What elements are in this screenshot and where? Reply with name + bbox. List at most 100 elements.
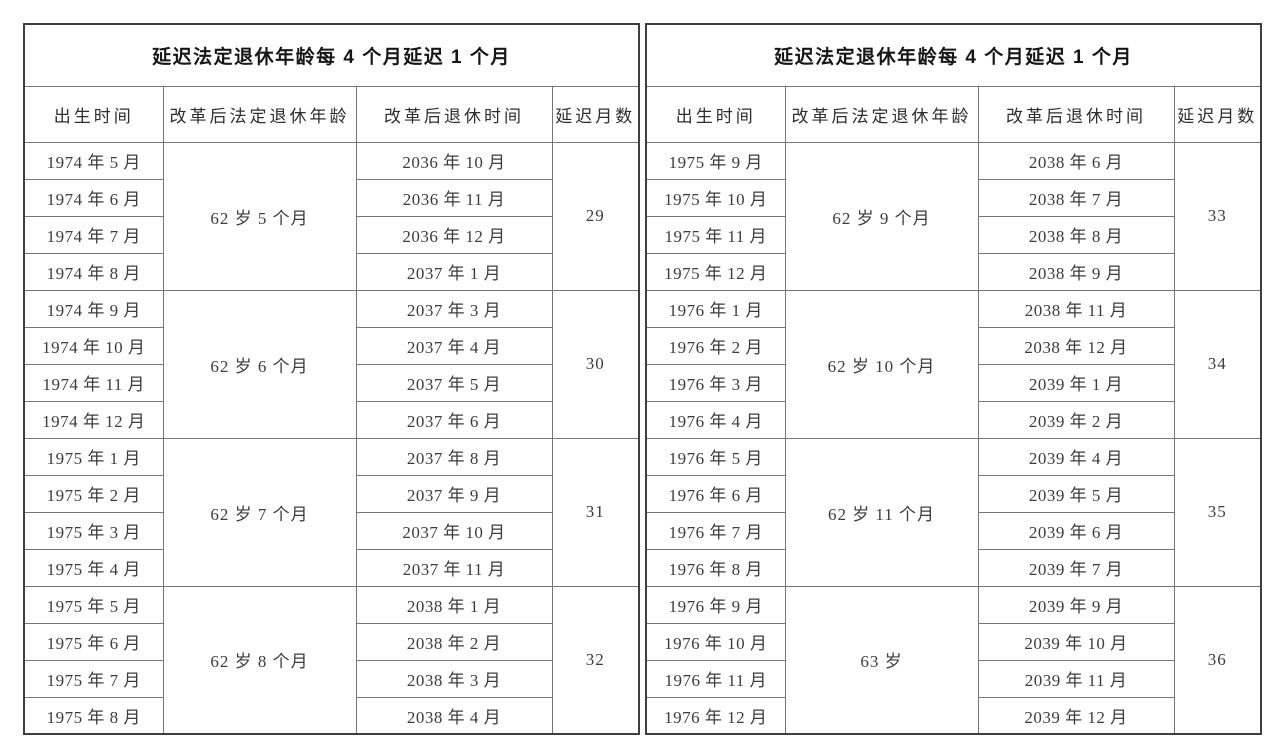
- birth-cell: 1976 年 10 月: [645, 622, 786, 661]
- birth-cell: 1976 年 8 月: [645, 548, 786, 587]
- table-row: 1976 年 12 月 2039 年 12 月: [645, 696, 1261, 735]
- birth-cell: 1976 年 9 月: [645, 585, 786, 624]
- column-header-age: 改革后法定退休年龄: [162, 85, 357, 143]
- delay-months-cell: 33: [1173, 141, 1262, 291]
- birth-cell: 1975 年 12 月: [645, 252, 786, 291]
- retire-cell: 2038 年 1 月: [355, 585, 553, 624]
- table-row: 1976 年 2 月 2038 年 12 月: [645, 326, 1261, 365]
- retire-cell: 2038 年 12 月: [977, 326, 1175, 365]
- table-title: 延迟法定退休年龄每 4 个月延迟 1 个月: [23, 23, 640, 87]
- retire-cell: 2038 年 9 月: [977, 252, 1175, 291]
- table-row: 1976 年 11 月 2039 年 11 月: [645, 659, 1261, 698]
- retire-cell: 2039 年 1 月: [977, 363, 1175, 402]
- retire-cell: 2038 年 8 月: [977, 215, 1175, 254]
- table-row: 1976 年 3 月 2039 年 1 月: [645, 363, 1261, 402]
- birth-cell: 1976 年 7 月: [645, 511, 786, 550]
- birth-cell: 1976 年 6 月: [645, 474, 786, 513]
- retire-cell: 2038 年 3 月: [355, 659, 553, 698]
- table-row: 1975 年 3 月 2037 年 10 月: [23, 511, 639, 550]
- table-row: 1975 年 7 月 2038 年 3 月: [23, 659, 639, 698]
- table-row: 1975 年 4 月 2037 年 11 月: [23, 548, 639, 587]
- retire-cell: 2037 年 5 月: [355, 363, 553, 402]
- retire-cell: 2037 年 9 月: [355, 474, 553, 513]
- delay-months-cell: 29: [551, 141, 640, 291]
- delay-months-cell: 36: [1173, 585, 1262, 735]
- table-row: 1975 年 6 月 2038 年 2 月: [23, 622, 639, 661]
- birth-cell: 1975 年 8 月: [23, 696, 164, 735]
- retire-cell: 2039 年 9 月: [977, 585, 1175, 624]
- birth-cell: 1976 年 12 月: [645, 696, 786, 735]
- table-row: 1975 年 9 月 62 岁 9 个月 2038 年 6 月 33: [645, 141, 1262, 291]
- birth-cell: 1975 年 10 月: [645, 178, 786, 217]
- retirement-tables-page: 延迟法定退休年龄每 4 个月延迟 1 个月 出生时间 改革后法定退休年龄 改革后…: [23, 23, 1262, 735]
- age-cell: 62 岁 10 个月: [784, 289, 979, 439]
- delay-months-cell: 30: [551, 289, 640, 439]
- table-row: 1976 年 9 月 63 岁 2039 年 9 月 36: [645, 585, 1262, 735]
- birth-cell: 1975 年 7 月: [23, 659, 164, 698]
- retirement-table-left: 延迟法定退休年龄每 4 个月延迟 1 个月 出生时间 改革后法定退休年龄 改革后…: [23, 23, 640, 735]
- table-title-row: 延迟法定退休年龄每 4 个月延迟 1 个月: [645, 23, 1262, 87]
- retire-cell: 2039 年 5 月: [977, 474, 1175, 513]
- retire-cell: 2037 年 8 月: [355, 437, 553, 476]
- birth-cell: 1974 年 12 月: [23, 400, 164, 439]
- table-row: 1976 年 10 月 2039 年 10 月: [645, 622, 1261, 661]
- table-title: 延迟法定退休年龄每 4 个月延迟 1 个月: [645, 23, 1262, 87]
- table-row: 1976 年 7 月 2039 年 6 月: [645, 511, 1261, 550]
- retire-cell: 2038 年 6 月: [977, 141, 1175, 180]
- delay-months-cell: 34: [1173, 289, 1262, 439]
- table-row: 1975 年 11 月 2038 年 8 月: [645, 215, 1261, 254]
- table-row: 1974 年 7 月 2036 年 12 月: [23, 215, 639, 254]
- birth-cell: 1974 年 11 月: [23, 363, 164, 402]
- column-header-age: 改革后法定退休年龄: [784, 85, 979, 143]
- column-header-retire: 改革后退休时间: [355, 85, 553, 143]
- age-cell: 62 岁 6 个月: [162, 289, 357, 439]
- column-header-delay: 延迟月数: [551, 85, 640, 143]
- retire-cell: 2036 年 11 月: [355, 178, 553, 217]
- retire-cell: 2037 年 6 月: [355, 400, 553, 439]
- birth-cell: 1975 年 9 月: [645, 141, 786, 180]
- birth-cell: 1976 年 2 月: [645, 326, 786, 365]
- birth-cell: 1975 年 4 月: [23, 548, 164, 587]
- birth-cell: 1974 年 8 月: [23, 252, 164, 291]
- table-title-row: 延迟法定退休年龄每 4 个月延迟 1 个月: [23, 23, 640, 87]
- table-row: 1976 年 5 月 62 岁 11 个月 2039 年 4 月 35: [645, 437, 1262, 587]
- retire-cell: 2037 年 1 月: [355, 252, 553, 291]
- birth-cell: 1975 年 2 月: [23, 474, 164, 513]
- retire-cell: 2039 年 6 月: [977, 511, 1175, 550]
- retire-cell: 2036 年 12 月: [355, 215, 553, 254]
- column-header-row: 出生时间 改革后法定退休年龄 改革后退休时间 延迟月数: [23, 85, 640, 143]
- retire-cell: 2039 年 11 月: [977, 659, 1175, 698]
- table-row: 1975 年 12 月 2038 年 9 月: [645, 252, 1261, 291]
- table-row: 1975 年 10 月 2038 年 7 月: [645, 178, 1261, 217]
- table-row: 1974 年 6 月 2036 年 11 月: [23, 178, 639, 217]
- column-header-birth: 出生时间: [645, 85, 786, 143]
- age-cell: 62 岁 5 个月: [162, 141, 357, 291]
- retire-cell: 2039 年 7 月: [977, 548, 1175, 587]
- birth-cell: 1974 年 5 月: [23, 141, 164, 180]
- column-header-delay: 延迟月数: [1173, 85, 1262, 143]
- table-row: 1975 年 1 月 62 岁 7 个月 2037 年 8 月 31: [23, 437, 640, 587]
- table-row: 1974 年 8 月 2037 年 1 月: [23, 252, 639, 291]
- retire-cell: 2039 年 10 月: [977, 622, 1175, 661]
- table-row: 1974 年 12 月 2037 年 6 月: [23, 400, 639, 439]
- table-row: 1975 年 2 月 2037 年 9 月: [23, 474, 639, 513]
- retire-cell: 2036 年 10 月: [355, 141, 553, 180]
- delay-months-cell: 35: [1173, 437, 1262, 587]
- age-cell: 63 岁: [784, 585, 979, 735]
- birth-cell: 1975 年 6 月: [23, 622, 164, 661]
- table-row: 1974 年 9 月 62 岁 6 个月 2037 年 3 月 30: [23, 289, 640, 439]
- birth-cell: 1976 年 1 月: [645, 289, 786, 328]
- birth-cell: 1976 年 11 月: [645, 659, 786, 698]
- birth-cell: 1974 年 6 月: [23, 178, 164, 217]
- birth-cell: 1975 年 11 月: [645, 215, 786, 254]
- age-cell: 62 岁 9 个月: [784, 141, 979, 291]
- retire-cell: 2037 年 10 月: [355, 511, 553, 550]
- birth-cell: 1975 年 5 月: [23, 585, 164, 624]
- retire-cell: 2039 年 4 月: [977, 437, 1175, 476]
- delay-months-cell: 32: [551, 585, 640, 735]
- retire-cell: 2038 年 7 月: [977, 178, 1175, 217]
- retire-cell: 2037 年 11 月: [355, 548, 553, 587]
- retire-cell: 2038 年 11 月: [977, 289, 1175, 328]
- column-header-birth: 出生时间: [23, 85, 164, 143]
- retire-cell: 2039 年 2 月: [977, 400, 1175, 439]
